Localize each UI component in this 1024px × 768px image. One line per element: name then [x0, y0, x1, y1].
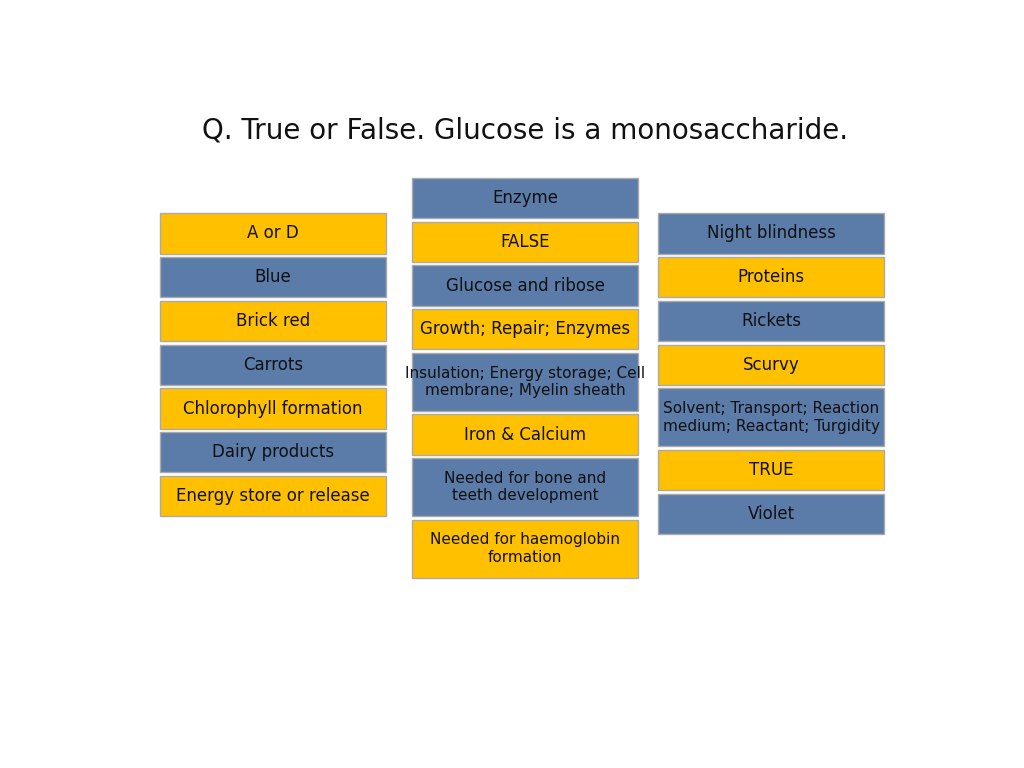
FancyBboxPatch shape: [658, 214, 885, 253]
Text: TRUE: TRUE: [749, 461, 794, 479]
Text: Chlorophyll formation: Chlorophyll formation: [183, 399, 362, 418]
FancyBboxPatch shape: [412, 520, 638, 578]
Text: Growth; Repair; Enzymes: Growth; Repair; Enzymes: [420, 320, 630, 338]
FancyBboxPatch shape: [412, 353, 638, 411]
FancyBboxPatch shape: [412, 178, 638, 218]
Text: Energy store or release: Energy store or release: [176, 487, 370, 505]
Text: A or D: A or D: [247, 224, 299, 243]
Text: Carrots: Carrots: [243, 356, 303, 374]
Text: Blue: Blue: [254, 268, 291, 286]
Text: Needed for haemoglobin
formation: Needed for haemoglobin formation: [430, 532, 621, 565]
FancyBboxPatch shape: [160, 476, 386, 516]
FancyBboxPatch shape: [658, 345, 885, 385]
Text: Dairy products: Dairy products: [212, 443, 334, 462]
FancyBboxPatch shape: [658, 389, 885, 446]
FancyBboxPatch shape: [160, 301, 386, 341]
Text: Violet: Violet: [748, 505, 795, 523]
Text: Needed for bone and
teeth development: Needed for bone and teeth development: [444, 471, 606, 503]
Text: Proteins: Proteins: [737, 268, 805, 286]
FancyBboxPatch shape: [412, 458, 638, 516]
FancyBboxPatch shape: [160, 345, 386, 385]
FancyBboxPatch shape: [412, 415, 638, 455]
Text: Glucose and ribose: Glucose and ribose: [445, 276, 605, 295]
Text: FALSE: FALSE: [501, 233, 550, 251]
FancyBboxPatch shape: [160, 389, 386, 429]
FancyBboxPatch shape: [160, 432, 386, 472]
Text: Enzyme: Enzyme: [493, 189, 558, 207]
Text: Solvent; Transport; Reaction
medium; Reactant; Turgidity: Solvent; Transport; Reaction medium; Rea…: [663, 401, 880, 434]
FancyBboxPatch shape: [658, 450, 885, 490]
Text: Insulation; Energy storage; Cell
membrane; Myelin sheath: Insulation; Energy storage; Cell membran…: [406, 366, 645, 398]
FancyBboxPatch shape: [160, 257, 386, 297]
FancyBboxPatch shape: [160, 214, 386, 253]
FancyBboxPatch shape: [412, 266, 638, 306]
Text: Q. True or False. Glucose is a monosaccharide.: Q. True or False. Glucose is a monosacch…: [202, 117, 848, 144]
Text: Rickets: Rickets: [741, 312, 801, 330]
Text: Brick red: Brick red: [236, 312, 310, 330]
Text: Night blindness: Night blindness: [707, 224, 836, 243]
FancyBboxPatch shape: [658, 257, 885, 297]
FancyBboxPatch shape: [658, 301, 885, 341]
FancyBboxPatch shape: [658, 494, 885, 534]
Text: Scurvy: Scurvy: [742, 356, 800, 374]
Text: Iron & Calcium: Iron & Calcium: [464, 425, 587, 444]
FancyBboxPatch shape: [412, 310, 638, 349]
FancyBboxPatch shape: [412, 222, 638, 262]
